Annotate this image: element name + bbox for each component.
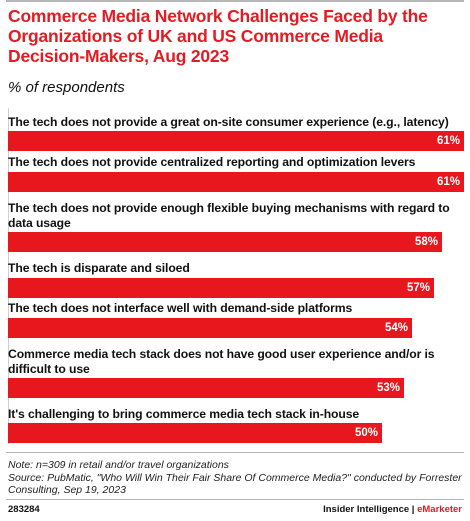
brand-emarketer: eMarketer	[417, 504, 462, 515]
bar	[8, 172, 464, 192]
bar	[8, 378, 404, 398]
top-rule	[6, 0, 464, 2]
note-text: Note: n=309 in retail and/or travel orga…	[8, 459, 229, 471]
bar-value-label: 53%	[376, 382, 400, 394]
chart-id: 283284	[8, 504, 40, 515]
category-label: The tech does not interface well with de…	[8, 301, 353, 315]
bar-value-label: 50%	[354, 427, 378, 439]
brand-separator: |	[409, 504, 418, 515]
chart-subtitle: % of respondents	[8, 79, 125, 96]
bar-value-label: 58%	[414, 236, 438, 248]
category-label: The tech does not provide enough flexibl…	[8, 201, 450, 230]
bar-value-label: 61%	[436, 176, 460, 188]
bar-value-label: 61%	[436, 135, 460, 147]
footnote: Note: n=309 in retail and/or travel orga…	[8, 459, 464, 497]
category-label: Commerce media tech stack does not have …	[8, 347, 435, 376]
brand-insider-intelligence: Insider Intelligence	[323, 504, 410, 515]
source-text: Source: PubMatic, "Who Will Win Their Fa…	[8, 471, 462, 497]
bar	[8, 423, 382, 443]
category-label: The tech does not provide centralized re…	[8, 155, 416, 169]
bar	[8, 318, 412, 338]
chart-title: Commerce Media Network Challenges Faced …	[8, 6, 428, 66]
category-label: The tech does not provide a great on-sit…	[8, 115, 449, 129]
brand-credit: Insider Intelligence | eMarketer	[323, 504, 462, 515]
axis-baseline	[8, 108, 9, 444]
footer-rule	[6, 452, 464, 453]
bar-value-label: 54%	[384, 322, 408, 334]
bar	[8, 232, 442, 252]
bar-value-label: 57%	[406, 282, 430, 294]
bar	[8, 131, 464, 151]
bottom-rule	[6, 499, 464, 500]
bar	[8, 278, 434, 298]
category-label: The tech is disparate and siloed	[8, 261, 190, 275]
category-label: It's challenging to bring commerce media…	[8, 407, 360, 421]
